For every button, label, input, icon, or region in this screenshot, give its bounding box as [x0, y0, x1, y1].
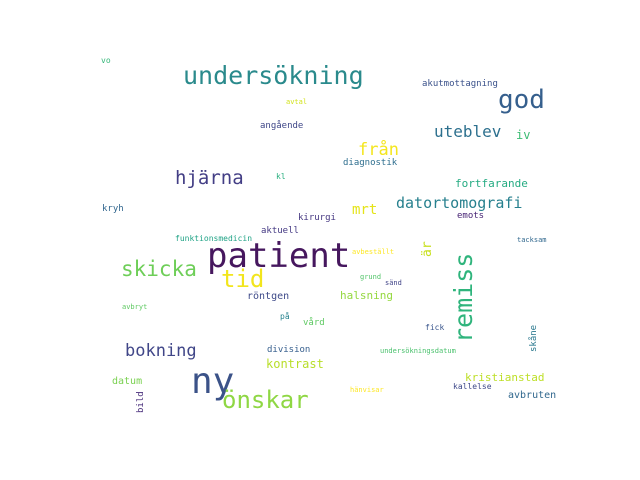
word-uteblev: uteblev — [434, 122, 502, 141]
word-diagnostik: diagnostik — [343, 158, 398, 168]
word-vard: vård — [303, 318, 325, 328]
word-tid: tid — [221, 265, 265, 293]
word-god: god — [498, 85, 545, 115]
word-fick: fick — [425, 323, 445, 332]
word-bokning: bokning — [125, 341, 197, 361]
word-avbryt: avbryt — [122, 303, 148, 311]
word-remiss: remiss — [449, 252, 478, 343]
word-undersokningsdatum: undersökningsdatum — [380, 347, 456, 355]
word-grund: grund — [360, 273, 382, 281]
word-cloud: patient ny remiss undersökning god önskar tid s… — [80, 48, 560, 432]
word-kontrast: kontrast — [266, 357, 324, 371]
word-fran: från — [358, 140, 399, 160]
word-bild: bild — [136, 391, 146, 413]
word-funktionsmedicin: funktionsmedicin — [175, 234, 253, 243]
word-sand: sänd — [385, 279, 402, 287]
word-iv: iv — [516, 128, 531, 142]
word-halsning: halsning — [340, 289, 393, 302]
word-ar: är — [420, 241, 435, 257]
word-datum: datum — [112, 376, 143, 387]
word-patient: patient — [207, 236, 351, 276]
word-skane: skåne — [529, 324, 539, 352]
word-avtal: avtal — [286, 98, 308, 106]
word-avbestallt: avbeställt — [352, 248, 395, 256]
word-akutmottagning: akutmottagning — [422, 79, 498, 89]
word-hjarna: hjärna — [175, 167, 244, 189]
word-onskar: önskar — [222, 386, 309, 414]
word-fortfarande: fortfarande — [455, 177, 528, 190]
word-kl: kl — [276, 172, 286, 181]
word-skicka: skicka — [121, 257, 197, 281]
word-angaende: angående — [260, 121, 304, 131]
word-aktuell: aktuell — [261, 226, 299, 236]
word-rontgen: röntgen — [247, 291, 290, 302]
word-undersokning: undersökning — [183, 61, 364, 90]
word-hanvisar: hänvisar — [350, 386, 384, 394]
word-ny: ny — [191, 361, 235, 402]
word-mrt: mrt — [352, 202, 378, 218]
word-kryh: kryh — [102, 204, 124, 214]
word-avbruten: avbruten — [508, 390, 557, 401]
word-datortomografi: datortomografi — [396, 194, 523, 212]
word-kristianstad: kristianstad — [465, 371, 545, 384]
word-kirurgi: kirurgi — [298, 213, 336, 223]
word-pa: på — [280, 312, 290, 321]
word-emots: emots — [457, 211, 485, 221]
word-vo: vo — [101, 56, 111, 65]
word-division: division — [267, 345, 311, 355]
word-kallelse: kallelse — [453, 382, 492, 391]
word-tacksam: tacksam — [517, 236, 547, 244]
